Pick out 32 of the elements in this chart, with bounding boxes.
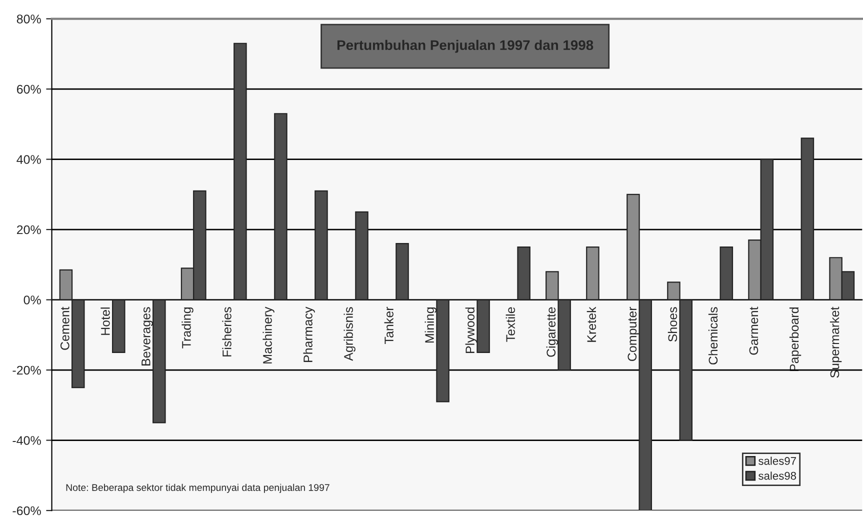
legend-label: sales97 bbox=[758, 456, 796, 465]
y-tick-label: -40% bbox=[12, 436, 41, 445]
x-tick-label: Pharmacy bbox=[303, 306, 315, 362]
x-tick-label: Cigarette bbox=[546, 307, 558, 357]
y-tick-label: -60% bbox=[12, 506, 41, 516]
x-tick-label: Paperboard bbox=[789, 308, 802, 372]
y-tick-label: -20% bbox=[12, 366, 41, 375]
x-tick-label: Hotel bbox=[100, 308, 110, 335]
y-tick-label: 20% bbox=[16, 225, 41, 234]
y-tick-label: 40% bbox=[16, 155, 41, 164]
x-tick-label: Trading bbox=[182, 308, 194, 348]
y-tick-label: 80% bbox=[16, 14, 41, 24]
x-tick-label: Agribisnis bbox=[344, 307, 356, 361]
legend-label: sales98 bbox=[758, 472, 796, 480]
x-tick-label: Chemicals bbox=[708, 307, 718, 364]
y-tick-label: 60% bbox=[16, 84, 41, 94]
x-tick-label: Supermarket bbox=[830, 306, 842, 378]
x-tick-label: Kretek bbox=[586, 306, 596, 342]
annotation: Note: Beberapa sektor tidak mempunyai data penjualan 1997 bbox=[66, 484, 330, 493]
x-tick-label: Machinery bbox=[262, 306, 274, 364]
x-tick-label: Mining bbox=[424, 308, 436, 343]
x-tick-label: Plywood bbox=[465, 308, 477, 353]
x-tick-label: Cement bbox=[60, 306, 70, 350]
x-tick-label: Beverages bbox=[142, 307, 153, 366]
y-tick-label: 0% bbox=[24, 296, 41, 304]
x-tick-label: Shoes bbox=[668, 307, 678, 342]
x-tick-label: Computer bbox=[628, 306, 640, 361]
text: Pertumbuhan Penjualan 1997 dan 1998 bbox=[337, 40, 594, 53]
x-tick-label: Fisheries bbox=[222, 307, 232, 356]
x-tick-label: Textile bbox=[506, 307, 516, 342]
x-tick-label: Tanker bbox=[384, 306, 394, 344]
x-tick-label: Garment bbox=[749, 306, 758, 355]
